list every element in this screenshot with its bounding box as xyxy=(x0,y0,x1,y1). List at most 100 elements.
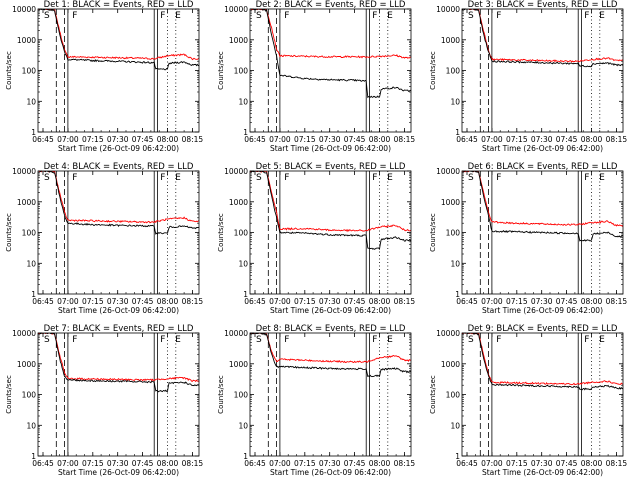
y-tick-label: 10000 xyxy=(436,329,460,338)
x-tick-label: 06:45 xyxy=(456,135,478,144)
x-tick-label: 07:15 xyxy=(82,459,104,468)
marker-letter: S xyxy=(44,173,50,183)
marker-letter: E xyxy=(175,11,181,21)
marker-letter: F xyxy=(284,173,289,183)
marker-letter: F xyxy=(72,335,77,345)
x-tick-label: 08:15 xyxy=(606,459,628,468)
lld-series-line xyxy=(462,9,623,63)
y-tick-label: 1000 xyxy=(441,36,460,45)
y-tick-label: 10 xyxy=(238,259,248,268)
events-series-line xyxy=(250,9,411,99)
x-axis-label: Start Time (26-Oct-09 06:42:00) xyxy=(270,306,391,315)
marker-letter: S xyxy=(44,335,50,345)
y-tick-label: 1000 xyxy=(441,198,460,207)
marker-letter: F xyxy=(496,173,501,183)
plot-area xyxy=(250,171,411,294)
x-tick-label: 07:00 xyxy=(269,459,291,468)
marker-letter: F xyxy=(372,173,377,183)
plot-area xyxy=(462,9,623,132)
x-tick-label: 06:45 xyxy=(244,297,266,306)
events-series-line xyxy=(38,333,199,393)
y-tick-label: 100 xyxy=(446,229,461,238)
x-axis-label: Start Time (26-Oct-09 06:42:00) xyxy=(58,144,179,153)
plot-area xyxy=(38,333,199,456)
y-tick-label: 100 xyxy=(22,229,37,238)
y-tick-label: 10000 xyxy=(436,167,460,176)
y-tick-label: 1 xyxy=(455,290,460,299)
x-tick-label: 06:45 xyxy=(32,459,54,468)
x-tick-label: 07:00 xyxy=(57,297,79,306)
y-tick-label: 1 xyxy=(243,452,248,461)
x-tick-label: 08:15 xyxy=(606,297,628,306)
events-series-line xyxy=(462,9,623,68)
x-tick-label: 07:15 xyxy=(506,297,528,306)
y-tick-label: 10 xyxy=(26,97,36,106)
y-tick-label: 10 xyxy=(26,421,36,430)
x-tick-label: 07:30 xyxy=(531,297,553,306)
x-tick-label: 07:30 xyxy=(531,459,553,468)
plot-area xyxy=(250,9,411,132)
panel-title: Det 3: BLACK = Events, RED = LLD xyxy=(468,0,618,10)
x-tick-label: 07:45 xyxy=(556,459,578,468)
marker-letter: F xyxy=(496,335,501,345)
x-tick-label: 07:30 xyxy=(531,135,553,144)
lld-series-line xyxy=(462,171,623,227)
x-tick-label: 07:15 xyxy=(294,297,316,306)
x-tick-label: 07:15 xyxy=(506,459,528,468)
panel-title: Det 6: BLACK = Events, RED = LLD xyxy=(468,162,618,172)
x-tick-label: 07:45 xyxy=(132,297,154,306)
panel-title: Det 7: BLACK = Events, RED = LLD xyxy=(44,324,194,334)
y-tick-label: 10000 xyxy=(224,167,248,176)
marker-letter: F xyxy=(584,335,589,345)
x-tick-label: 08:15 xyxy=(394,459,416,468)
y-tick-label: 1 xyxy=(243,290,248,299)
y-axis-label: Counts/sec xyxy=(429,51,437,90)
marker-letter: F xyxy=(160,11,165,21)
y-axis-label: Counts/sec xyxy=(429,213,437,252)
x-tick-label: 07:30 xyxy=(107,459,129,468)
x-tick-label: 08:15 xyxy=(394,135,416,144)
events-series-line xyxy=(462,171,623,242)
y-tick-label: 10000 xyxy=(12,5,36,14)
marker-letter: E xyxy=(387,11,393,21)
x-tick-label: 07:00 xyxy=(269,135,291,144)
y-tick-label: 10 xyxy=(26,259,36,268)
x-tick-label: 08:15 xyxy=(182,297,204,306)
y-tick-label: 100 xyxy=(234,391,249,400)
y-tick-label: 100 xyxy=(234,229,249,238)
x-tick-label: 08:15 xyxy=(182,459,204,468)
lld-series-line xyxy=(38,9,199,61)
lld-series-line xyxy=(250,333,411,364)
x-tick-label: 08:00 xyxy=(157,459,179,468)
x-tick-label: 07:45 xyxy=(344,297,366,306)
x-tick-label: 07:15 xyxy=(506,135,528,144)
x-tick-label: 08:00 xyxy=(581,459,603,468)
marker-letter: F xyxy=(372,335,377,345)
y-axis-label: Counts/sec xyxy=(5,213,13,252)
marker-letter: S xyxy=(468,335,474,345)
x-tick-label: 07:45 xyxy=(556,135,578,144)
x-tick-label: 07:00 xyxy=(269,297,291,306)
y-tick-label: 1000 xyxy=(229,198,248,207)
marker-letter: E xyxy=(599,173,605,183)
lld-series-line xyxy=(38,333,199,383)
y-tick-label: 1 xyxy=(243,128,248,137)
lld-series-line xyxy=(462,333,623,386)
y-tick-label: 1000 xyxy=(229,36,248,45)
marker-letter: E xyxy=(599,335,605,345)
x-tick-label: 07:30 xyxy=(319,459,341,468)
lld-series-line xyxy=(38,171,199,224)
plot-area xyxy=(462,333,623,456)
x-axis-label: Start Time (26-Oct-09 06:42:00) xyxy=(58,306,179,315)
y-tick-label: 10 xyxy=(450,259,460,268)
panel-title: Det 9: BLACK = Events, RED = LLD xyxy=(468,324,618,334)
y-tick-label: 10 xyxy=(450,97,460,106)
y-axis-label: Counts/sec xyxy=(217,51,225,90)
plot-area xyxy=(250,333,411,456)
